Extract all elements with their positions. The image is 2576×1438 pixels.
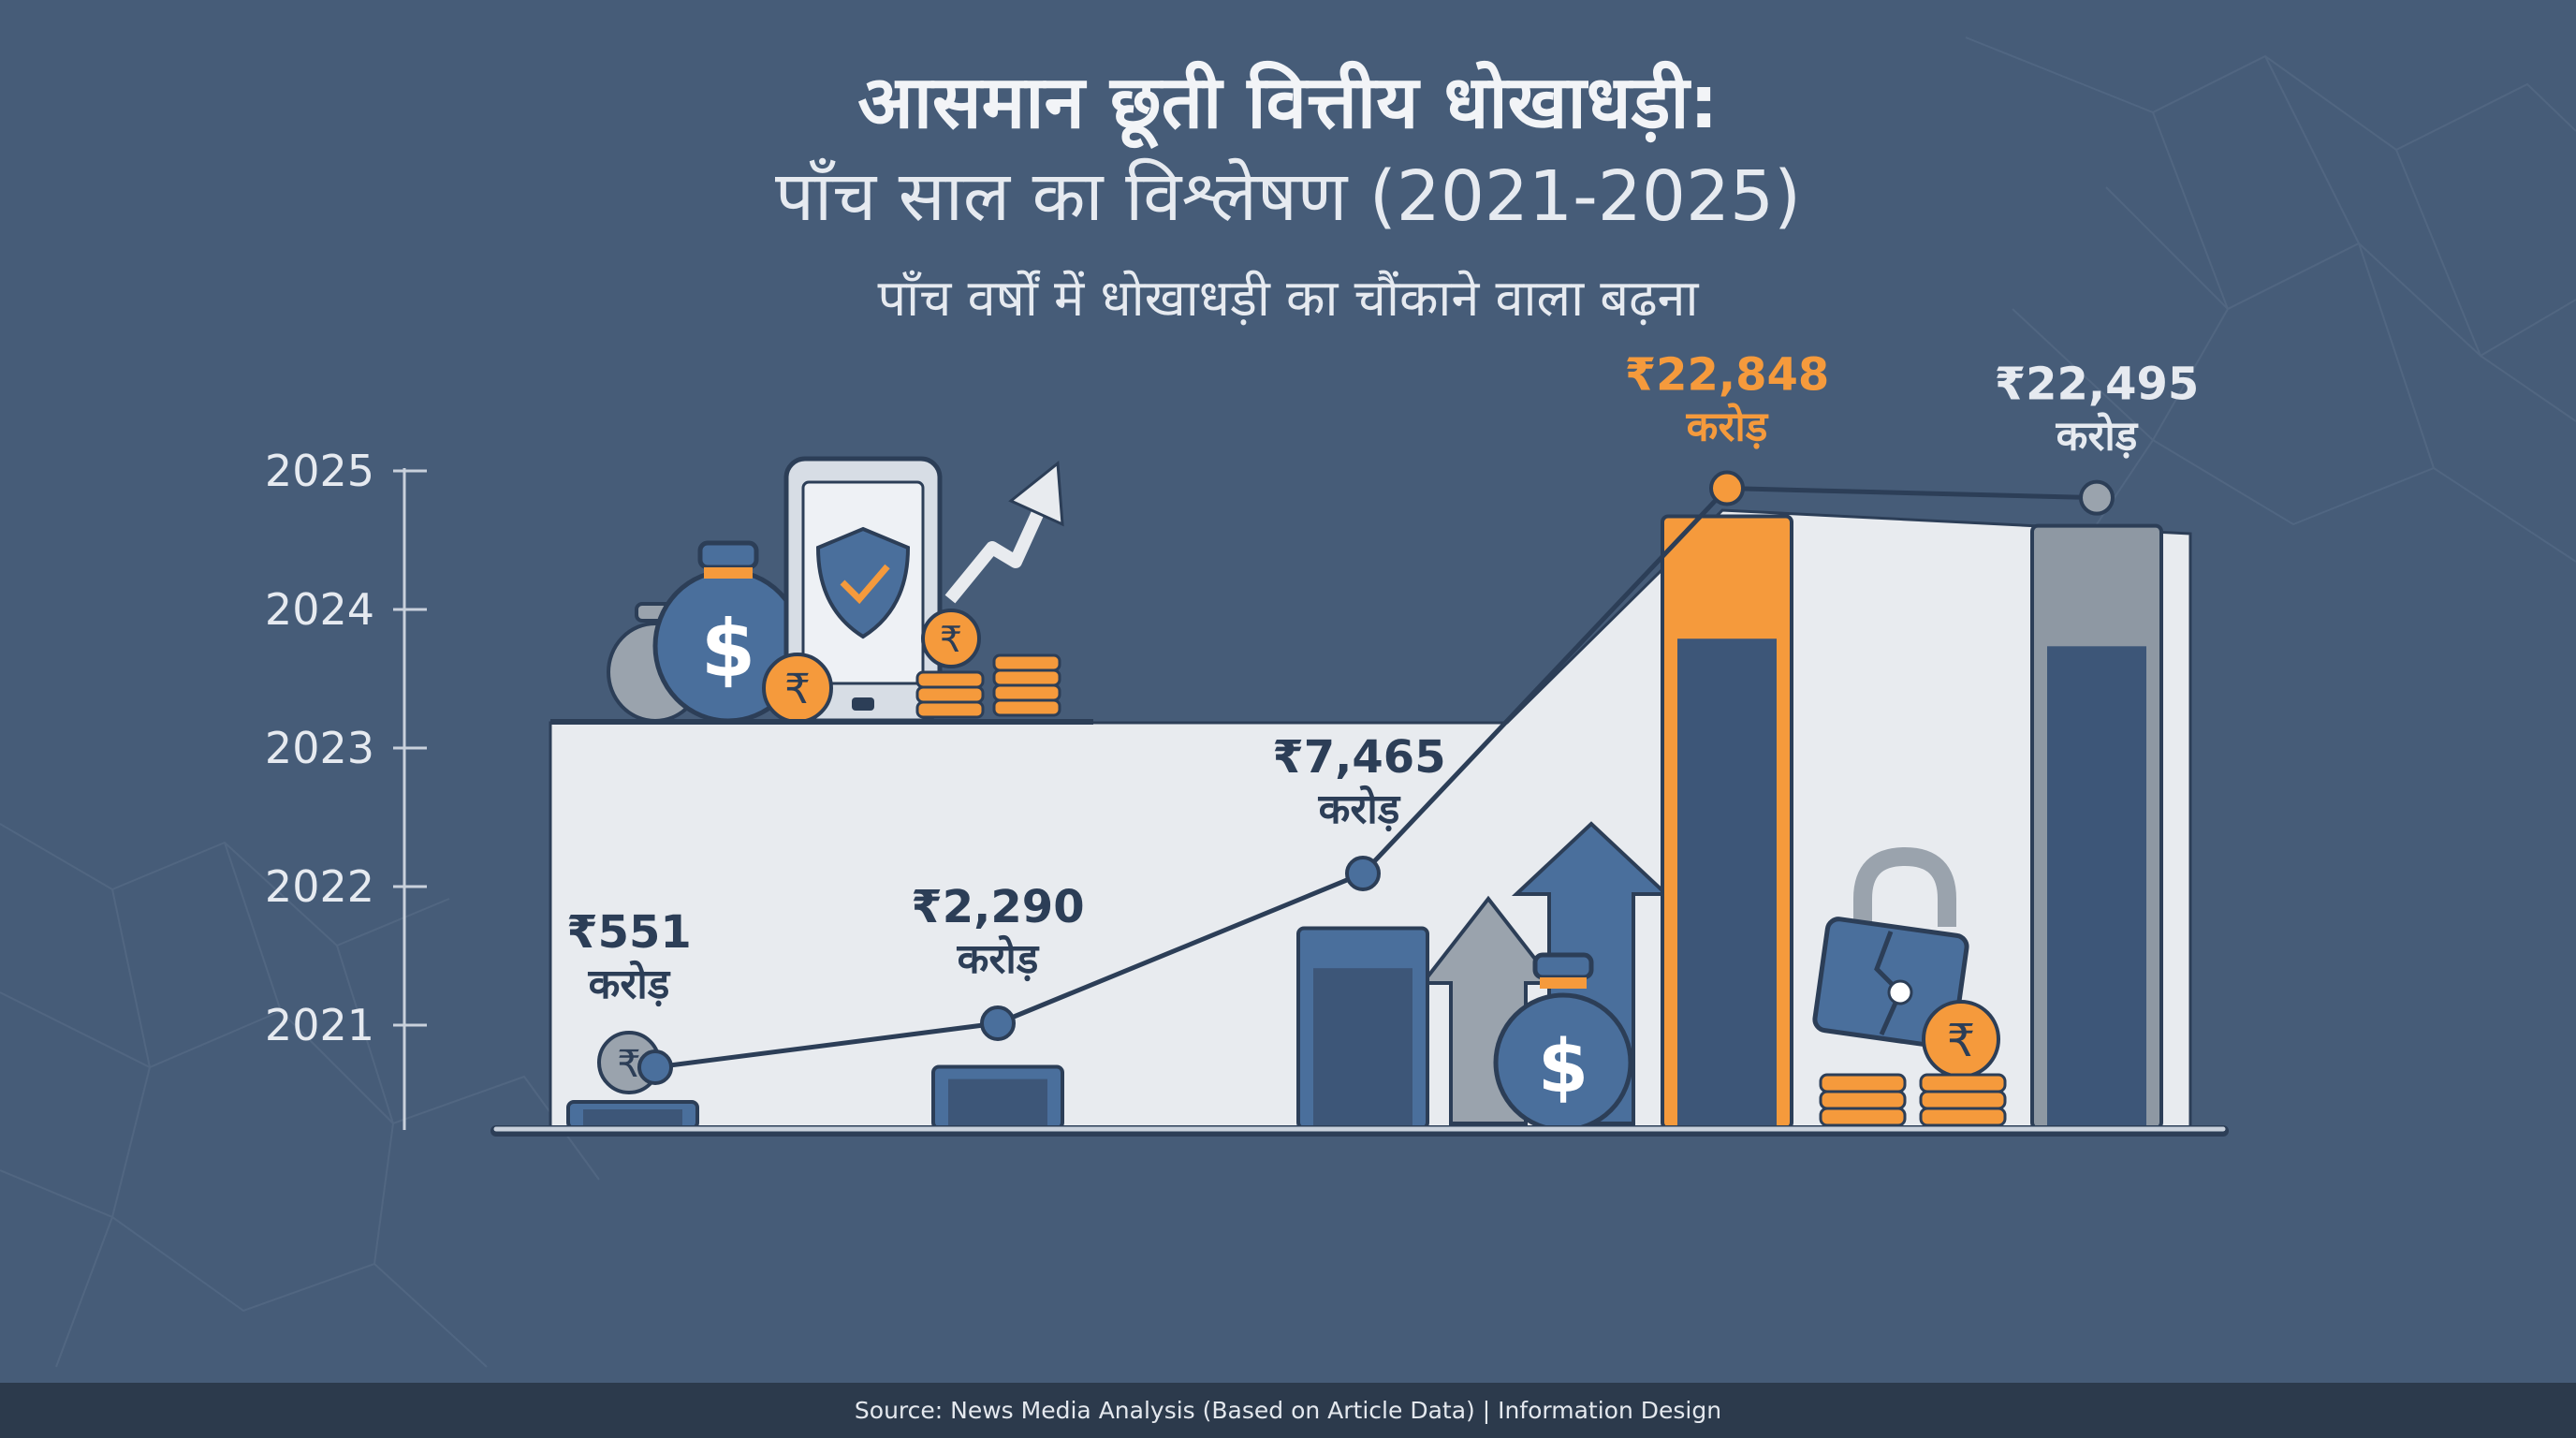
bar-inner xyxy=(1313,968,1412,1128)
shelf-line xyxy=(550,719,1093,725)
rupee-coin-icon: ₹ xyxy=(921,609,981,668)
svg-text:₹: ₹ xyxy=(940,619,962,660)
data-point xyxy=(1345,856,1381,891)
data-label-unit: करोड़ xyxy=(588,960,671,1008)
svg-text:$: $ xyxy=(1538,1025,1588,1109)
data-labels: ₹551करोड़₹2,290करोड़₹7,465करोड़₹22,848कर… xyxy=(566,349,2199,1008)
coin-stack-icon xyxy=(1819,1073,2007,1127)
svg-text:₹: ₹ xyxy=(784,666,811,713)
coin-stack-icon xyxy=(915,653,1061,719)
smartphone-shield-icon xyxy=(783,456,943,724)
fraud-chart: 2021 2022 2023 2024 2025 $ ₹ ₹ xyxy=(265,349,2229,1137)
y-tick-label: 2024 xyxy=(265,584,374,635)
bar-inner xyxy=(948,1078,1047,1128)
data-label-value: ₹22,848 xyxy=(1625,349,1830,402)
bar-inner xyxy=(2047,646,2146,1128)
data-label-unit: करोड़ xyxy=(2056,412,2139,461)
data-label-value: ₹22,495 xyxy=(1995,359,2200,411)
bar-inner xyxy=(583,1109,682,1128)
data-point xyxy=(2079,479,2115,516)
data-points xyxy=(637,470,2115,1085)
y-tick-label: 2021 xyxy=(265,1000,374,1050)
y-axis: 2021 2022 2023 2024 2025 xyxy=(265,446,427,1050)
rupee-coin-icon: ₹ xyxy=(1922,1000,2000,1078)
data-point xyxy=(980,1005,1016,1041)
money-bag-icon: $ xyxy=(1493,952,1633,1133)
trend-arrow-icon xyxy=(944,461,1064,604)
data-label-value: ₹7,465 xyxy=(1272,731,1445,784)
svg-text:$: $ xyxy=(701,603,755,695)
y-tick-label: 2025 xyxy=(265,446,374,496)
chart-subtitle: पाँच साल का विश्लेषण (2021-2025) xyxy=(775,156,1801,237)
broken-padlock-icon xyxy=(1812,824,2004,1049)
chart-tagline: पाँच वर्षों में धोखाधड़ी का चौंकाने वाला… xyxy=(877,269,1699,328)
data-label-value: ₹551 xyxy=(566,906,692,959)
data-point xyxy=(637,1049,673,1085)
y-tick-label: 2023 xyxy=(265,723,374,773)
data-label-unit: करोड़ xyxy=(957,934,1040,983)
source-text: Source: News Media Analysis (Based on Ar… xyxy=(854,1397,1722,1424)
data-label-unit: करोड़ xyxy=(1318,785,1401,833)
source-footer: Source: News Media Analysis (Based on Ar… xyxy=(0,1383,2576,1438)
rupee-coin-icon: ₹ xyxy=(762,653,833,724)
rupee-glyph: ₹ xyxy=(617,1043,640,1086)
chart-title: आसमान छूती वित्तीय धोखाधड़ी: xyxy=(857,61,1719,145)
y-tick-label: 2022 xyxy=(265,861,374,912)
data-point xyxy=(1709,470,1745,506)
data-label-unit: करोड़ xyxy=(1686,403,1769,451)
svg-text:₹: ₹ xyxy=(1947,1015,1976,1067)
data-label-value: ₹2,290 xyxy=(911,881,1084,933)
bar-inner xyxy=(1677,638,1777,1128)
bars: ₹ xyxy=(566,514,2163,1130)
header: आसमान छूती वित्तीय धोखाधड़ी: पाँच साल का… xyxy=(0,56,2576,341)
